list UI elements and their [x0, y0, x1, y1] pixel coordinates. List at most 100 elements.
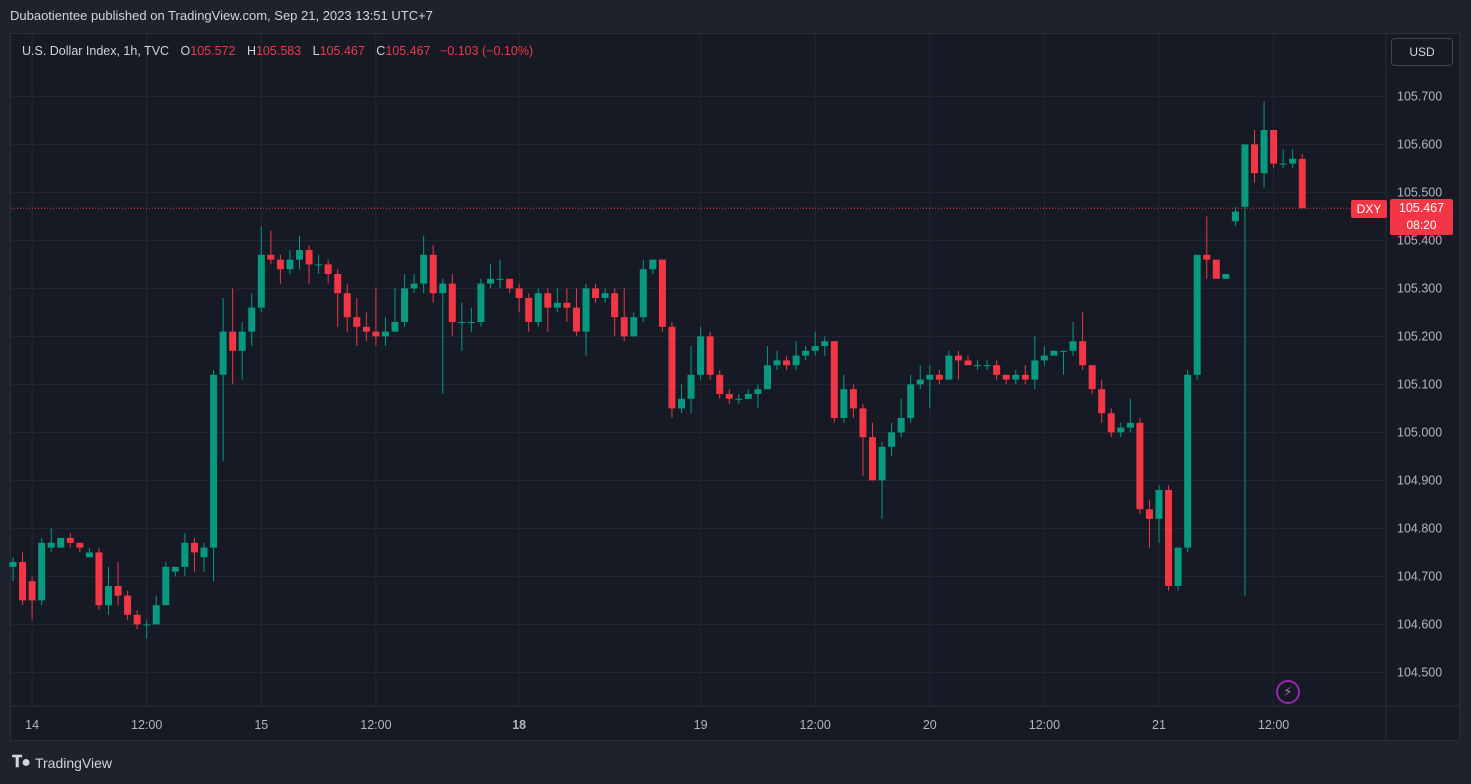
- candle-body: [926, 374, 934, 380]
- candle: [1174, 547, 1182, 591]
- candle-body: [38, 542, 46, 601]
- candle-body: [1088, 365, 1096, 390]
- candle: [553, 288, 561, 313]
- candle: [1251, 130, 1258, 183]
- candle-body: [57, 538, 65, 548]
- candle: [1222, 274, 1230, 279]
- candle: [210, 370, 218, 582]
- x-tick-label: 12:00: [800, 718, 831, 732]
- candle: [601, 288, 609, 303]
- candle: [391, 288, 399, 332]
- candle-body: [783, 360, 791, 366]
- candle: [783, 355, 791, 370]
- candle-body: [897, 418, 905, 433]
- candle-body: [639, 269, 647, 318]
- candle: [1040, 346, 1048, 366]
- candle: [630, 312, 638, 337]
- candle-body: [658, 259, 666, 327]
- candle-body: [257, 254, 265, 308]
- candle-body: [372, 331, 380, 337]
- candle-body: [1021, 374, 1029, 380]
- candle: [1060, 350, 1067, 375]
- candle: [334, 269, 342, 327]
- candle: [1241, 144, 1249, 596]
- candle: [1012, 370, 1020, 385]
- candle: [572, 288, 580, 337]
- candle-body: [66, 538, 74, 543]
- candle: [687, 346, 695, 414]
- lightning-icon[interactable]: ⚡: [1276, 680, 1300, 704]
- candle: [1069, 322, 1077, 356]
- candle-body: [190, 542, 198, 553]
- candle: [477, 278, 485, 327]
- candle: [1088, 365, 1096, 394]
- candle-body: [133, 614, 141, 625]
- candle-body: [162, 566, 170, 606]
- footer-brand[interactable]: 𝐓● TradingView: [12, 754, 112, 772]
- high-label: H: [246, 44, 256, 58]
- candle: [582, 283, 590, 356]
- candle-body: [334, 274, 342, 294]
- candle-body: [849, 389, 857, 409]
- candle-body: [1298, 158, 1306, 209]
- high-value: 105.583: [255, 44, 302, 58]
- candle-body: [954, 355, 962, 361]
- candle-body: [114, 586, 122, 596]
- candle: [792, 341, 800, 370]
- y-tick-label: 104.900: [1397, 473, 1442, 487]
- candle-body: [611, 293, 619, 318]
- candle-body: [229, 331, 237, 351]
- candle: [811, 331, 819, 356]
- candle-body: [916, 379, 924, 385]
- candle: [105, 566, 112, 615]
- candle: [467, 307, 475, 332]
- candle-body: [534, 293, 542, 322]
- x-tick-label: 12:00: [360, 718, 391, 732]
- candle: [668, 322, 676, 418]
- candle-body: [1031, 360, 1039, 380]
- last-price-value: 105.467: [1398, 201, 1445, 215]
- candle-body: [1203, 254, 1211, 260]
- candle-body: [238, 331, 246, 351]
- candle-body: [1050, 350, 1058, 356]
- candle: [143, 619, 151, 639]
- x-tick-label: 12:00: [1258, 718, 1289, 732]
- candle-body: [487, 278, 494, 284]
- candle-body: [630, 317, 638, 337]
- symbol-label: U.S. Dollar Index, 1h, TVC: [22, 44, 170, 58]
- candle: [1184, 370, 1192, 553]
- candle-body: [763, 365, 771, 390]
- candle-body: [391, 322, 399, 332]
- candle-body: [19, 562, 27, 601]
- candle-body: [1270, 130, 1278, 164]
- y-tick-label: 104.800: [1397, 521, 1442, 535]
- candle-body: [181, 542, 189, 567]
- candle-body: [773, 360, 781, 366]
- candle: [9, 557, 17, 582]
- candle-body: [506, 278, 514, 289]
- candle: [706, 331, 714, 380]
- candle: [1021, 365, 1029, 385]
- low-label: L: [312, 44, 320, 58]
- candle-body: [315, 264, 323, 266]
- change-value: −0.103 (−0.10%): [439, 44, 534, 58]
- candle-body: [1079, 341, 1087, 366]
- y-tick-label: 105.600: [1397, 137, 1442, 151]
- candle-body: [85, 552, 93, 558]
- candle: [888, 422, 896, 457]
- candle-body: [381, 331, 389, 337]
- candle-body: [1145, 509, 1153, 519]
- candle: [735, 394, 743, 404]
- candle: [1193, 254, 1201, 380]
- chart-frame[interactable]: [10, 33, 1460, 741]
- candle: [1231, 206, 1239, 226]
- candle: [1279, 149, 1287, 169]
- candle: [639, 259, 647, 322]
- x-tick-label: 18: [512, 718, 526, 732]
- currency-button[interactable]: USD: [1391, 38, 1453, 66]
- candle-body: [706, 336, 714, 375]
- candle: [916, 365, 924, 390]
- candle-body: [1184, 374, 1192, 548]
- candle: [1298, 154, 1306, 209]
